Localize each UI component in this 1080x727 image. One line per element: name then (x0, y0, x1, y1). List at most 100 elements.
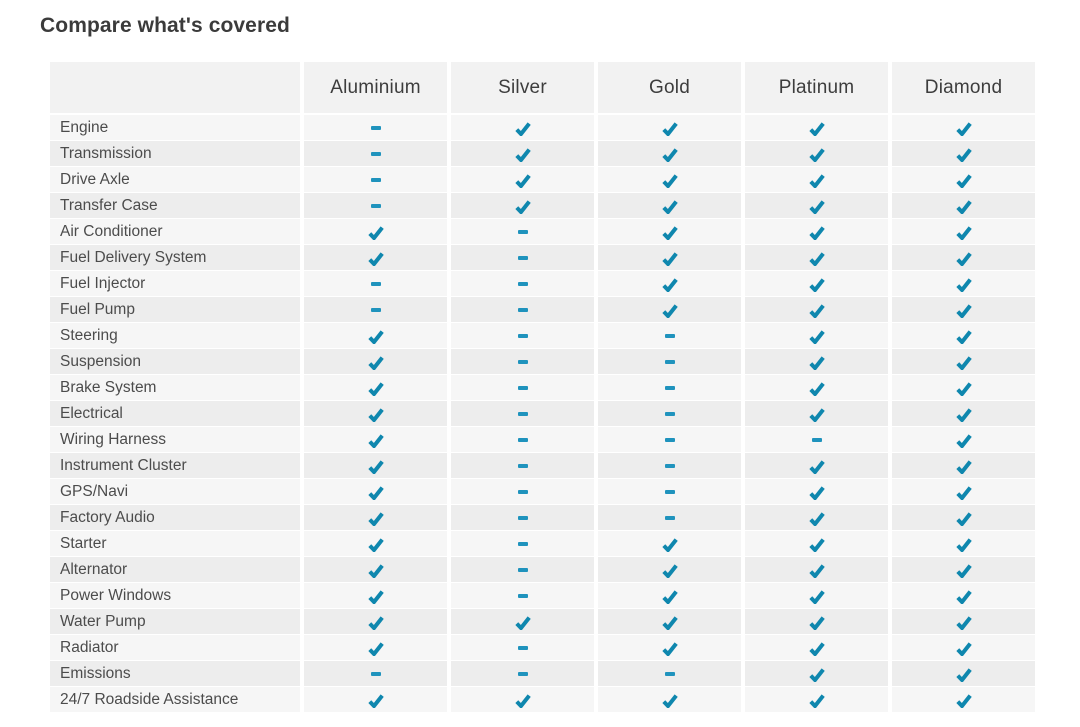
feature-label: Power Windows (50, 583, 300, 608)
check-icon (955, 485, 972, 500)
coverage-cell (892, 375, 1035, 400)
feature-label: GPS/Navi (50, 479, 300, 504)
check-icon (367, 251, 384, 266)
coverage-cell (598, 219, 741, 244)
coverage-cell (745, 219, 888, 244)
check-icon (808, 199, 825, 214)
dash-icon (517, 463, 528, 468)
coverage-cell (598, 349, 741, 374)
coverage-cell (745, 531, 888, 556)
coverage-cell (892, 635, 1035, 660)
check-icon (955, 121, 972, 136)
coverage-cell (598, 479, 741, 504)
check-icon (367, 355, 384, 370)
coverage-cell (892, 609, 1035, 634)
coverage-cell (892, 193, 1035, 218)
dash-icon (517, 281, 528, 286)
check-icon (661, 225, 678, 240)
coverage-cell (745, 453, 888, 478)
dash-icon (664, 333, 675, 338)
feature-label: 24/7 Roadside Assistance (50, 687, 300, 712)
check-icon (955, 459, 972, 474)
dash-icon (517, 567, 528, 572)
coverage-cell (598, 401, 741, 426)
table-row: Air Conditioner (50, 219, 1035, 245)
coverage-cell (304, 401, 447, 426)
check-icon (808, 459, 825, 474)
coverage-cell (745, 479, 888, 504)
dash-icon (517, 385, 528, 390)
coverage-cell (745, 323, 888, 348)
check-icon (367, 589, 384, 604)
check-icon (661, 173, 678, 188)
coverage-cell (745, 141, 888, 166)
dash-icon (664, 463, 675, 468)
coverage-cell (598, 115, 741, 140)
table-row: GPS/Navi (50, 479, 1035, 505)
coverage-cell (304, 323, 447, 348)
check-icon (955, 147, 972, 162)
check-icon (955, 693, 972, 708)
header-feature-cell (50, 62, 300, 113)
dash-icon (517, 437, 528, 442)
dash-icon (517, 593, 528, 598)
coverage-cell (304, 115, 447, 140)
table-row: Water Pump (50, 609, 1035, 635)
coverage-cell (304, 557, 447, 582)
coverage-cell (892, 453, 1035, 478)
coverage-cell (451, 375, 594, 400)
coverage-cell (598, 635, 741, 660)
feature-label: Fuel Delivery System (50, 245, 300, 270)
dash-icon (517, 229, 528, 234)
coverage-cell (451, 193, 594, 218)
coverage-cell (892, 505, 1035, 530)
table-row: Fuel Delivery System (50, 245, 1035, 271)
coverage-cell (598, 661, 741, 686)
coverage-cell (451, 245, 594, 270)
table-row: Alternator (50, 557, 1035, 583)
check-icon (661, 563, 678, 578)
table-row: Drive Axle (50, 167, 1035, 193)
coverage-cell (451, 219, 594, 244)
check-icon (661, 277, 678, 292)
coverage-cell (304, 453, 447, 478)
coverage-cell (598, 687, 741, 712)
coverage-cell (304, 141, 447, 166)
coverage-cell (598, 557, 741, 582)
coverage-cell (304, 245, 447, 270)
check-icon (955, 537, 972, 552)
header-plan-aluminium: Aluminium (304, 62, 447, 113)
coverage-cell (451, 479, 594, 504)
dash-icon (664, 515, 675, 520)
check-icon (808, 121, 825, 136)
table-row: Steering (50, 323, 1035, 349)
check-icon (367, 433, 384, 448)
check-icon (514, 615, 531, 630)
table-row: Engine (50, 115, 1035, 141)
coverage-cell (745, 167, 888, 192)
header-plan-platinum: Platinum (745, 62, 888, 113)
dash-icon (664, 359, 675, 364)
check-icon (955, 615, 972, 630)
check-icon (808, 511, 825, 526)
coverage-cell (892, 323, 1035, 348)
coverage-cell (745, 297, 888, 322)
coverage-cell (892, 531, 1035, 556)
coverage-cell (598, 427, 741, 452)
check-icon (661, 251, 678, 266)
coverage-cell (892, 271, 1035, 296)
dash-icon (517, 489, 528, 494)
coverage-cell (598, 193, 741, 218)
dash-icon (517, 671, 528, 676)
coverage-cell (451, 557, 594, 582)
check-icon (808, 303, 825, 318)
feature-label: Radiator (50, 635, 300, 660)
coverage-cell (451, 401, 594, 426)
coverage-cell (451, 271, 594, 296)
check-icon (955, 641, 972, 656)
coverage-cell (304, 297, 447, 322)
check-icon (661, 615, 678, 630)
coverage-cell (745, 557, 888, 582)
check-icon (808, 173, 825, 188)
dash-icon (664, 385, 675, 390)
